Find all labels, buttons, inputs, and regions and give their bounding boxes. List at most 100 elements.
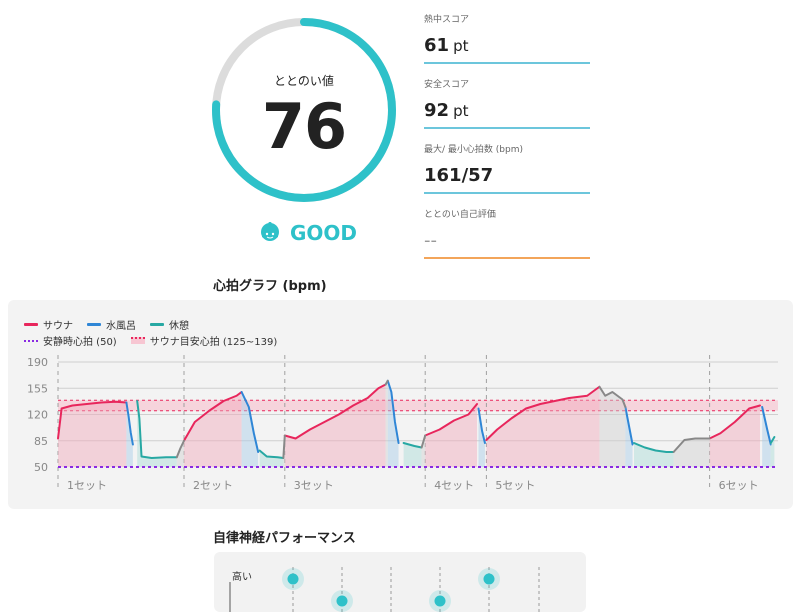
series-line	[402, 442, 423, 449]
score-title: ととのい値	[274, 74, 334, 88]
series-line	[240, 391, 260, 453]
series-line	[258, 449, 285, 459]
autonomic-point	[336, 595, 348, 607]
series-line	[125, 401, 134, 446]
series-area	[770, 437, 775, 467]
metric-label: 熱中スコア	[424, 15, 470, 25]
series-area	[634, 443, 674, 467]
y-tick-label: 155	[27, 382, 48, 395]
legend-swatch	[24, 323, 38, 326]
series-area	[403, 443, 422, 467]
y-tick-label: 190	[27, 356, 48, 369]
series-area	[625, 407, 633, 467]
series-area	[241, 392, 259, 467]
legend-swatch	[24, 339, 38, 342]
metric-underline	[424, 127, 590, 129]
gauge-progress-arc	[212, 18, 396, 202]
series-line	[283, 383, 387, 440]
legend-label: サウナ目安心拍 (125~139)	[149, 337, 278, 348]
series-line	[384, 379, 389, 386]
metric-self-evaluation[interactable]: ととのい自己評価 --	[424, 207, 590, 259]
metric-heat-score: 熱中スコア 61 pt	[424, 12, 590, 64]
sauna-hat-icon	[261, 222, 279, 241]
series-area	[259, 450, 284, 467]
sauna-target-band	[58, 400, 778, 411]
legend-label: 安静時心拍 (50)	[43, 337, 117, 348]
series-line	[761, 406, 772, 446]
set-label: 6セット	[719, 479, 759, 492]
autonomic-point	[287, 573, 299, 585]
series-area	[387, 380, 399, 467]
legend-label: 休憩	[169, 321, 189, 332]
series-area	[762, 407, 771, 467]
legend-label: サウナ	[43, 321, 73, 332]
legend-swatch	[130, 337, 145, 344]
series-line	[386, 379, 400, 444]
series-line	[136, 400, 178, 459]
autonomic-panel: 高い	[214, 552, 586, 612]
metric-underline	[424, 192, 590, 194]
series-line	[282, 434, 286, 459]
series-line	[485, 385, 601, 441]
metric-safety-score: 安全スコア 92 pt	[424, 77, 590, 129]
metric-underline	[424, 62, 590, 64]
metric-unit: pt	[453, 37, 469, 55]
metric-number: 161/57	[424, 165, 494, 186]
series-line	[477, 407, 486, 444]
legend-cold-bath: 水風呂	[87, 317, 136, 332]
series-line	[183, 391, 243, 442]
metric-label: ととのい自己評価	[424, 210, 496, 220]
heart-rate-section-title: 心拍グラフ (bpm)	[213, 279, 327, 294]
autonomic-point	[483, 573, 495, 585]
metric-value: 161/57	[424, 165, 590, 186]
legend-swatch	[87, 323, 101, 326]
series-line	[57, 400, 128, 440]
metric-underline	[424, 257, 590, 259]
series-area	[176, 440, 184, 467]
set-label: 5セット	[495, 479, 535, 492]
chart-legend: サウナ 水風呂 休憩	[24, 317, 189, 332]
metric-value: --	[424, 230, 590, 251]
status-indicator: GOOD	[258, 218, 357, 248]
series-area	[673, 438, 710, 467]
series-line	[672, 437, 711, 453]
series-area	[184, 392, 242, 467]
gauge-ring	[212, 18, 396, 202]
series-area	[421, 435, 426, 467]
y-tick-label: 85	[34, 435, 48, 448]
metric-label: 安全スコア	[424, 80, 470, 90]
chart-legend-reference: 安静時心拍 (50) サウナ目安心拍 (125~139)	[24, 333, 277, 348]
metric-heart-rate-range: 最大/ 最小心拍数 (bpm) 161/57	[424, 142, 590, 194]
legend-sauna: サウナ	[24, 317, 73, 332]
series-line	[624, 406, 634, 446]
series-area	[284, 384, 386, 467]
series-line	[769, 436, 776, 444]
set-label: 1セット	[67, 479, 107, 492]
legend-label: 水風呂	[106, 321, 136, 332]
metric-label: 最大/ 最小心拍数 (bpm)	[424, 145, 523, 155]
set-label: 3セット	[294, 479, 334, 492]
legend-swatch	[150, 323, 164, 326]
series-area	[137, 401, 177, 467]
heart-rate-chart: 50 85 120 155 190 1セット 2セット 3セット 4セット 5セット 6セット	[27, 355, 778, 492]
legend-resting-hr: 安静時心拍 (50)	[24, 333, 117, 348]
series-line	[420, 434, 427, 449]
totonoi-score-gauge	[208, 14, 400, 206]
series-line	[424, 403, 479, 437]
series-area	[385, 380, 388, 467]
autonomic-y-label: 高い	[232, 572, 252, 583]
metric-value: 92 pt	[424, 100, 590, 121]
status-text: GOOD	[290, 221, 358, 245]
metric-number: --	[424, 230, 437, 251]
legend-sauna-target: サウナ目安心拍 (125~139)	[130, 333, 278, 348]
series-area	[709, 405, 760, 467]
series-line	[633, 442, 675, 453]
series-line	[598, 385, 627, 408]
set-label: 2セット	[193, 479, 233, 492]
series-line	[708, 404, 761, 440]
series-area	[58, 401, 127, 467]
autonomic-section-title: 自律神経パフォーマンス	[213, 531, 356, 546]
score-value: 76	[261, 90, 347, 163]
y-tick-label: 120	[27, 409, 48, 422]
autonomic-gridlines	[292, 567, 540, 612]
